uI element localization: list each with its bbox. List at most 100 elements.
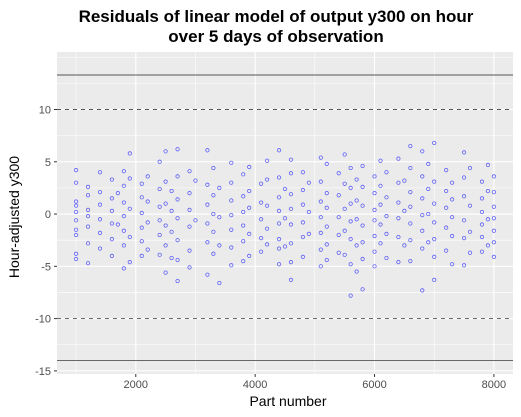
data-point <box>109 177 115 182</box>
plot-panel <box>57 52 513 374</box>
data-point <box>187 191 192 196</box>
data-point <box>491 228 497 233</box>
data-point <box>306 209 311 215</box>
data-point <box>211 211 216 217</box>
data-point <box>127 260 132 265</box>
data-point <box>205 202 210 207</box>
data-point <box>229 245 234 250</box>
data-point <box>175 238 180 243</box>
data-point <box>318 215 323 220</box>
data-point <box>408 165 413 171</box>
data-point <box>432 277 437 283</box>
data-point <box>372 191 377 196</box>
data-point <box>300 187 306 193</box>
chart-title-line-2: over 5 days of observation <box>168 27 383 46</box>
data-point <box>408 221 413 226</box>
data-point <box>426 211 431 217</box>
y-tick-label: -5 <box>41 261 51 273</box>
data-point <box>205 240 210 245</box>
data-point <box>85 214 91 219</box>
data-point <box>97 202 103 207</box>
data-point <box>163 149 168 154</box>
data-point <box>342 252 347 257</box>
y-tick-label: 5 <box>45 157 51 169</box>
data-point <box>85 184 91 189</box>
data-point <box>426 161 431 166</box>
data-point <box>324 242 329 247</box>
data-point <box>420 174 425 179</box>
data-point <box>276 208 282 214</box>
data-point <box>461 218 467 223</box>
data-point <box>85 207 91 212</box>
data-point <box>241 239 246 244</box>
data-point <box>276 148 282 153</box>
data-point <box>491 254 497 260</box>
data-point <box>127 151 132 156</box>
data-point <box>467 250 473 255</box>
x-axis-ticks: 2000 4000 6000 8000 <box>124 374 506 391</box>
data-point <box>139 253 144 258</box>
data-point <box>139 225 144 230</box>
data-points <box>73 140 497 298</box>
data-point <box>348 262 353 267</box>
y-tick-label: -15 <box>35 366 51 378</box>
data-point <box>300 254 306 260</box>
data-point <box>121 200 126 205</box>
data-point <box>247 253 252 258</box>
data-point <box>420 246 425 251</box>
data-point <box>217 185 222 191</box>
data-point <box>121 228 126 233</box>
data-point <box>85 193 91 198</box>
x-tick-label: 8000 <box>482 379 506 391</box>
data-point <box>109 253 115 258</box>
data-point <box>354 217 359 222</box>
data-point <box>175 147 180 152</box>
data-point <box>300 234 306 240</box>
data-point <box>396 260 401 265</box>
data-point <box>318 199 323 204</box>
data-point <box>384 214 389 219</box>
data-point <box>408 143 413 149</box>
data-point <box>85 224 91 229</box>
data-point <box>354 243 359 248</box>
data-point <box>163 223 168 228</box>
data-point <box>318 247 323 252</box>
data-point <box>241 258 246 264</box>
data-point <box>420 212 425 218</box>
data-point <box>318 179 323 184</box>
data-point <box>354 198 359 203</box>
data-point <box>336 171 341 176</box>
data-point <box>491 189 497 195</box>
data-point <box>348 237 353 242</box>
data-point <box>408 258 413 264</box>
data-point <box>73 180 79 185</box>
y-axis-ticks: -15 -10 -5 0 5 10 <box>35 105 57 378</box>
data-point <box>479 196 485 201</box>
data-point <box>73 209 79 215</box>
data-point <box>127 234 132 240</box>
data-point <box>276 195 282 200</box>
data-point <box>306 231 311 237</box>
reference-lines <box>57 74 513 361</box>
data-point <box>300 170 306 175</box>
data-point <box>163 201 168 206</box>
data-point <box>402 243 407 248</box>
data-point <box>324 224 329 229</box>
data-point <box>211 165 216 171</box>
data-point <box>450 233 455 239</box>
data-point <box>396 216 401 221</box>
data-point <box>378 183 383 188</box>
data-point <box>193 218 198 223</box>
data-point <box>264 226 270 231</box>
data-point <box>163 243 168 248</box>
data-point <box>444 168 449 173</box>
data-point <box>348 185 353 191</box>
data-point <box>342 181 347 186</box>
data-point <box>467 203 473 208</box>
data-point <box>408 189 413 195</box>
data-point <box>384 255 389 261</box>
data-point <box>324 205 329 210</box>
data-point <box>485 217 491 222</box>
data-point <box>420 288 425 293</box>
data-point <box>324 161 329 166</box>
